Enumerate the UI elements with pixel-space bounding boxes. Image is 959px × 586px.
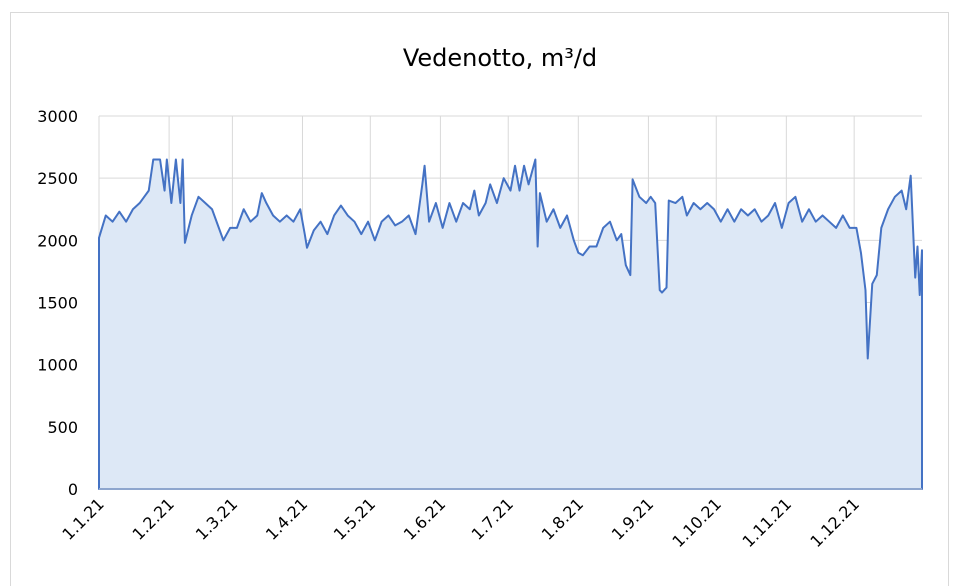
y-tick-label: 0: [68, 480, 78, 499]
chart-title: Vedenotto, m³/d: [403, 44, 597, 72]
y-tick-label: 2500: [37, 169, 78, 188]
y-tick-label: 3000: [37, 107, 78, 126]
y-tick-label: 500: [47, 418, 78, 437]
area: [98, 158, 923, 490]
y-tick-label: 1000: [37, 356, 78, 375]
y-tick-label: 2000: [37, 231, 78, 250]
y-tick-label: 1500: [37, 294, 78, 313]
